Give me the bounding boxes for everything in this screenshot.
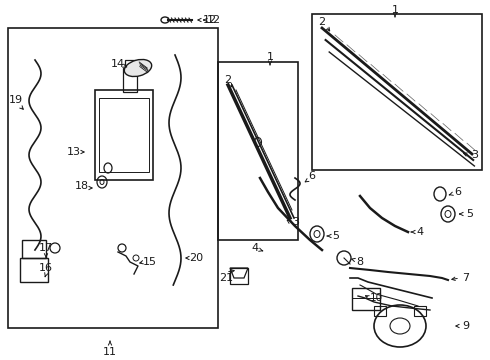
Text: 4: 4 [251, 243, 259, 253]
Text: 15: 15 [143, 257, 157, 267]
Text: 1: 1 [392, 5, 398, 15]
Text: 12: 12 [203, 15, 217, 25]
Text: 16: 16 [39, 263, 53, 273]
Bar [99, 98, 149, 172]
Bar [125, 60, 135, 70]
Text: 5: 5 [466, 209, 473, 219]
Bar [218, 62, 298, 240]
Bar [414, 306, 426, 316]
Ellipse shape [124, 59, 152, 77]
Bar [95, 90, 153, 180]
Bar [312, 14, 482, 170]
Bar [123, 68, 137, 92]
Text: 14: 14 [111, 59, 125, 69]
Text: 13: 13 [67, 147, 81, 157]
Text: 20: 20 [189, 253, 203, 263]
Bar [374, 306, 386, 316]
Text: 6: 6 [309, 171, 316, 181]
Text: 3: 3 [293, 217, 299, 227]
Text: 4: 4 [416, 227, 423, 237]
Bar [20, 258, 48, 282]
Text: 7: 7 [463, 273, 469, 283]
Text: 18: 18 [75, 181, 89, 191]
Text: 2: 2 [224, 75, 232, 85]
Bar [352, 288, 380, 310]
Text: 10: 10 [369, 293, 383, 303]
Bar [230, 268, 248, 284]
Bar [22, 240, 46, 258]
Text: 21: 21 [219, 273, 233, 283]
Text: 9: 9 [463, 321, 469, 331]
Text: 2: 2 [318, 17, 325, 27]
Text: 5: 5 [333, 231, 340, 241]
Text: 12: 12 [207, 15, 221, 25]
Text: 19: 19 [9, 95, 23, 105]
Text: 6: 6 [455, 187, 462, 197]
Text: 3: 3 [471, 150, 479, 160]
Text: 17: 17 [39, 243, 53, 253]
Text: 11: 11 [103, 347, 117, 357]
Bar [8, 28, 218, 328]
Text: 1: 1 [267, 52, 273, 62]
Text: 8: 8 [356, 257, 364, 267]
